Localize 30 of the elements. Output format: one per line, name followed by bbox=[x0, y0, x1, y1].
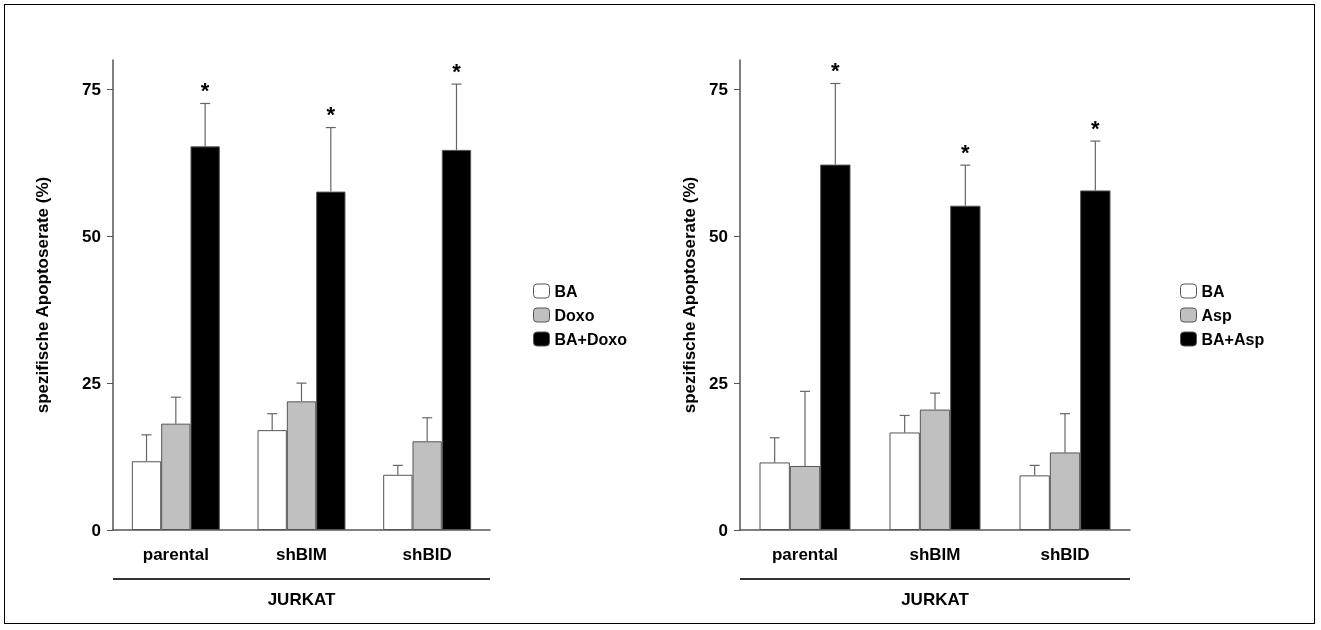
x-axis-title: JURKAT bbox=[740, 578, 1130, 610]
legend-label: BA bbox=[1201, 282, 1226, 300]
legend-label: BA bbox=[554, 282, 579, 300]
x-tick-label: shBID bbox=[402, 545, 452, 564]
annotation: * bbox=[452, 58, 462, 84]
x-tick-label: parental bbox=[142, 545, 209, 564]
x-tick-label: shBIM bbox=[276, 545, 327, 564]
y-tick-label: 25 bbox=[82, 373, 101, 393]
y-tick-label: 75 bbox=[709, 79, 728, 99]
y-tick-label: 75 bbox=[82, 79, 101, 99]
y-axis-title: spezifische Apoptoserate (%) bbox=[33, 176, 52, 414]
y-tick-label: 0 bbox=[718, 520, 728, 540]
y-tick-label: 50 bbox=[709, 226, 728, 246]
annotation: * bbox=[326, 102, 336, 128]
x-tick-label: shBIM bbox=[909, 545, 961, 564]
x-tick-label: shBID bbox=[1040, 545, 1090, 564]
y-tick-label: 50 bbox=[82, 226, 101, 246]
x-tick-label: parental bbox=[771, 545, 839, 564]
x-axis-title: JURKAT bbox=[113, 578, 490, 610]
y-axis-title: spezifische Apoptoserate (%) bbox=[680, 176, 699, 414]
y-tick-label: 25 bbox=[709, 373, 728, 393]
legend-label: BA+Doxo bbox=[554, 330, 628, 348]
legend-label: BA+Asp bbox=[1201, 330, 1265, 348]
annotation: * bbox=[831, 58, 841, 83]
y-tick-label: 0 bbox=[91, 520, 101, 540]
annotation: * bbox=[200, 77, 210, 103]
legend-label: Asp bbox=[1201, 306, 1232, 324]
annotation: * bbox=[961, 139, 971, 165]
legend-label: Doxo bbox=[554, 306, 595, 324]
annotation: * bbox=[1091, 115, 1101, 141]
